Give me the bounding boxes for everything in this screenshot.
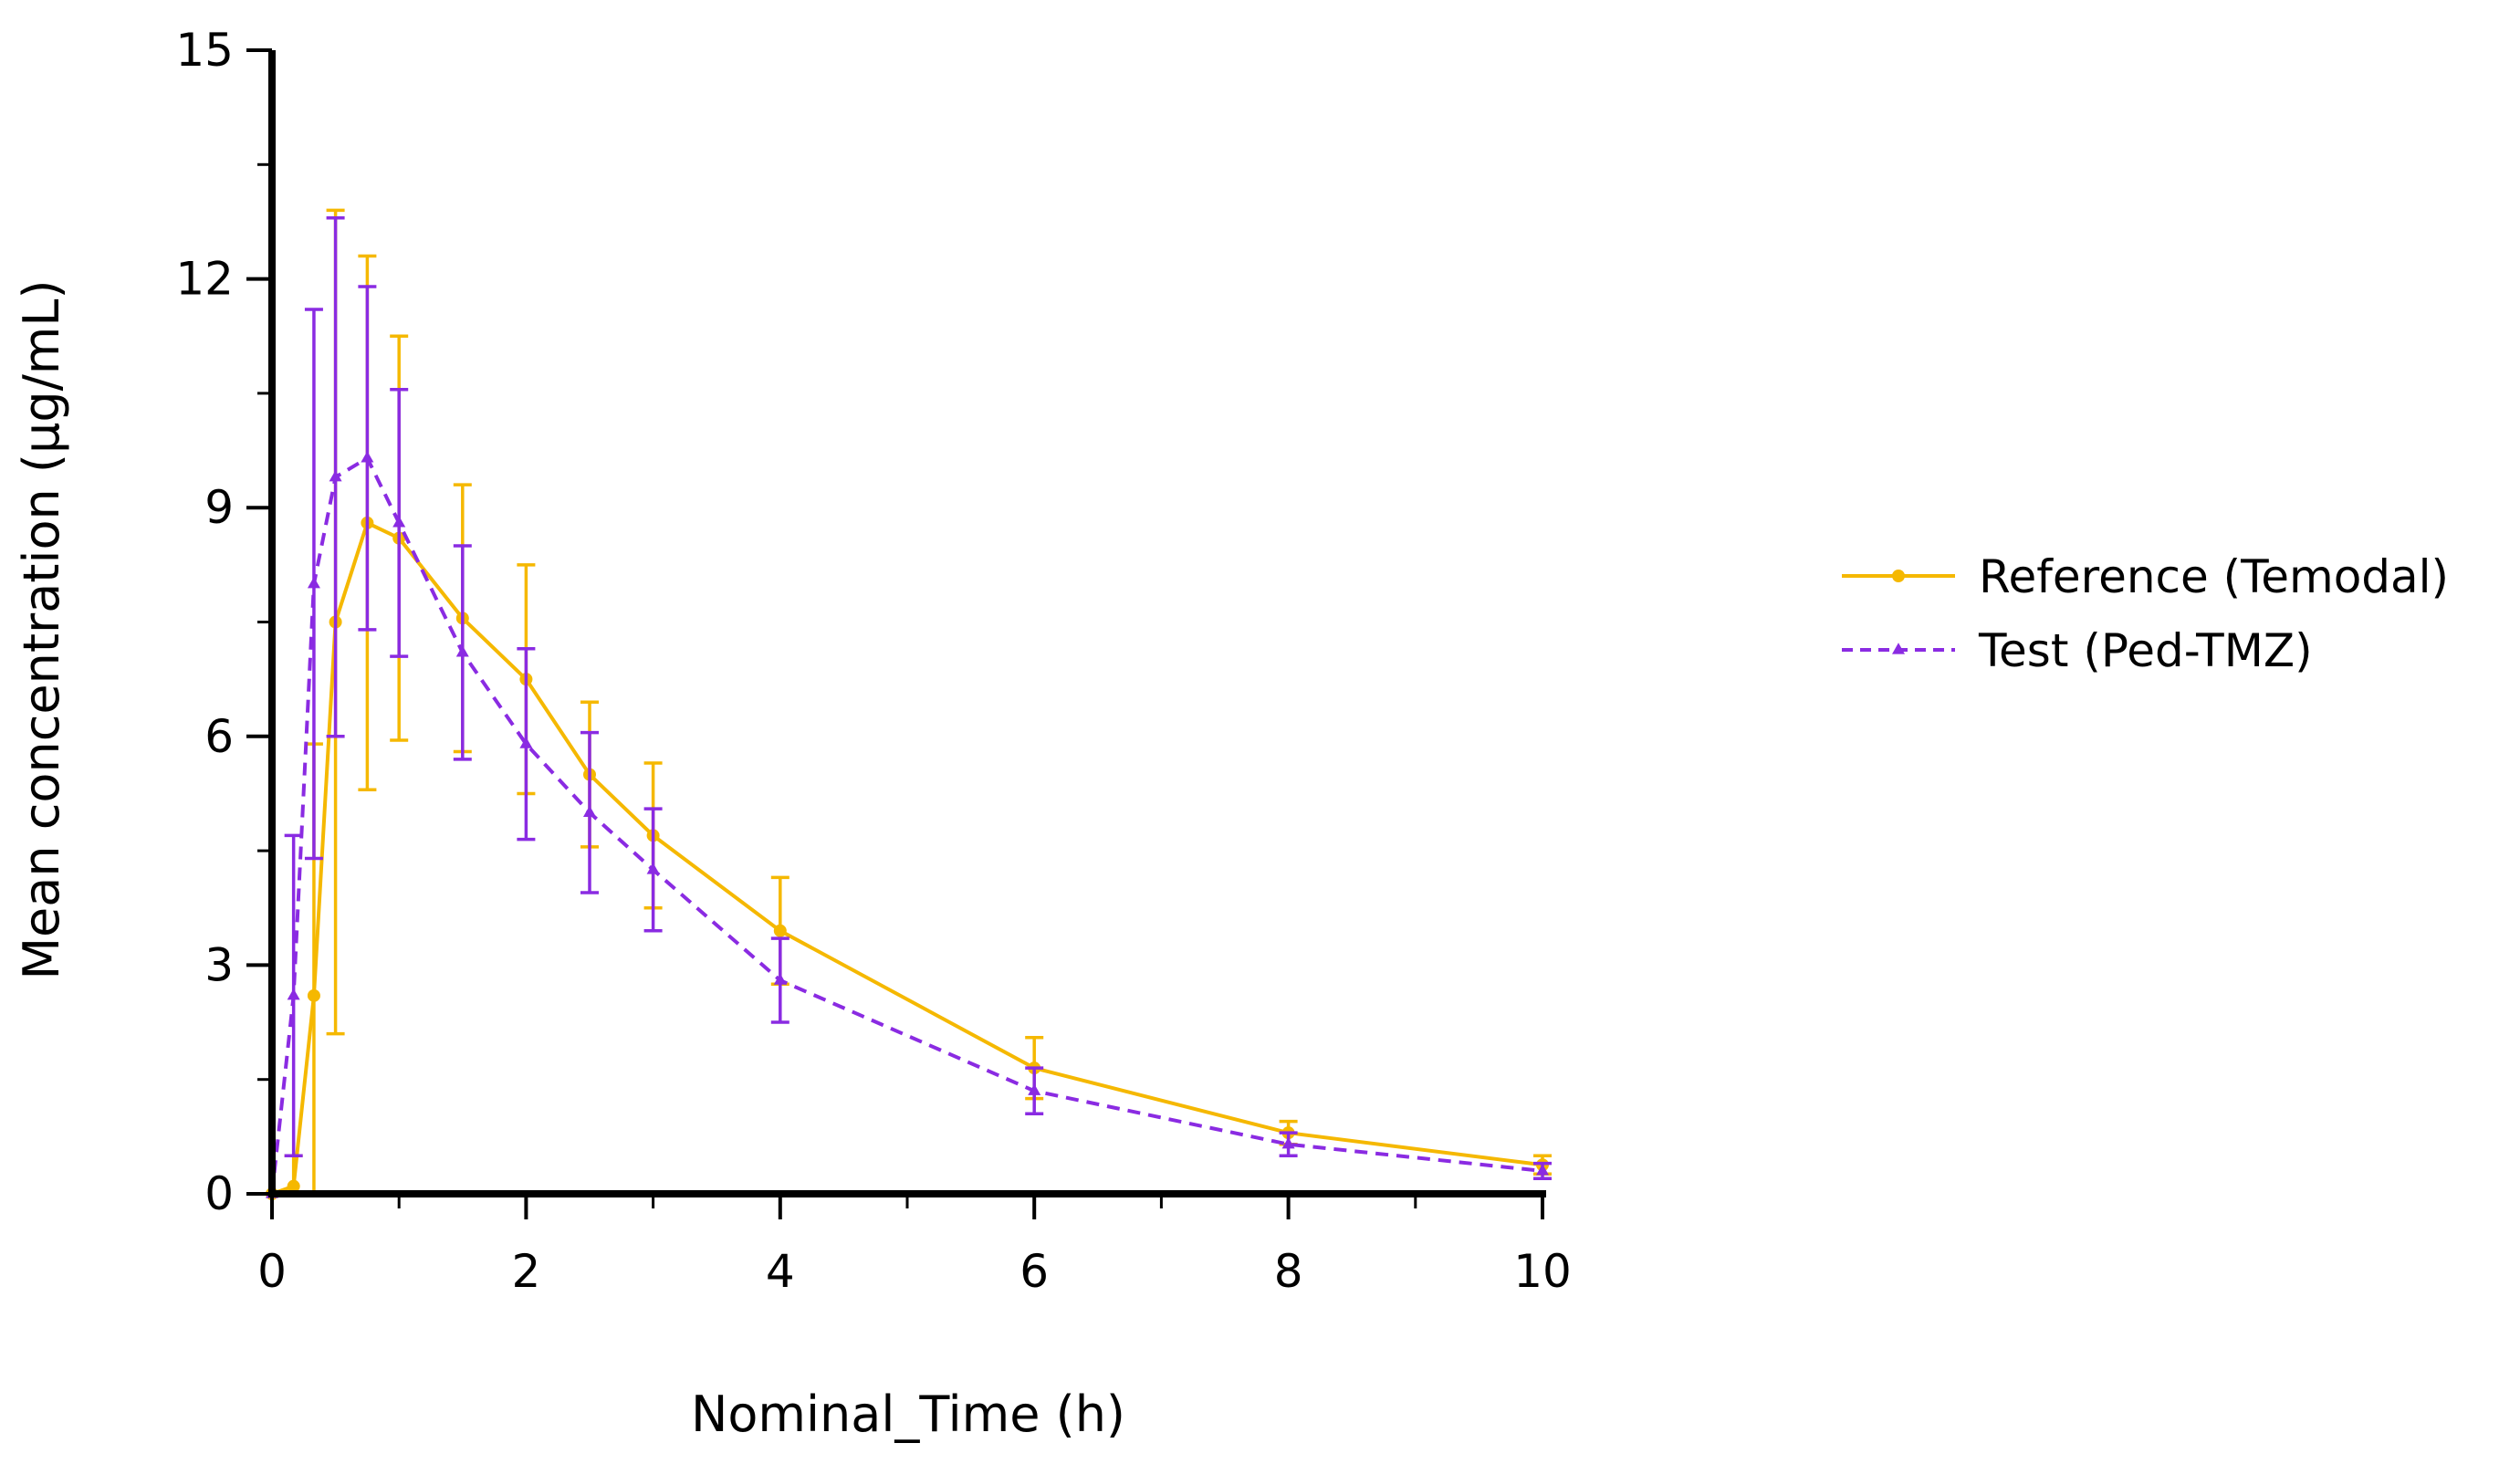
legend-marker — [1892, 570, 1905, 582]
series-line — [271, 520, 1543, 1196]
data-point — [392, 516, 406, 528]
legend-marker — [1892, 643, 1905, 654]
y-tick-label: 12 — [175, 253, 234, 306]
data-point — [773, 924, 787, 937]
data-point — [307, 988, 320, 1002]
data-point — [361, 451, 374, 463]
data-point — [519, 737, 533, 748]
data-point — [773, 973, 787, 985]
x-tick-label: 0 — [257, 1245, 287, 1298]
legend-label: Test (Ped-TMZ) — [1978, 624, 2313, 677]
plot-area — [266, 208, 1552, 1200]
data-point — [287, 988, 300, 1000]
data-point — [1281, 1137, 1295, 1149]
series-2 — [266, 216, 1552, 1198]
data-point — [1536, 1164, 1549, 1176]
y-tick-label: 0 — [204, 1167, 234, 1220]
x-axis-title: Nominal_Time (h) — [691, 1386, 1125, 1443]
x-tick-label: 4 — [766, 1245, 795, 1298]
series-1 — [266, 208, 1552, 1200]
y-axis-title: Mean concentration (μg/mL) — [13, 279, 70, 979]
x-tick-label: 6 — [1020, 1245, 1049, 1298]
series-line — [270, 455, 1543, 1195]
data-point — [287, 1179, 300, 1193]
axes: 0 3 6 9 12 15 0 2 4 6 8 10 — [175, 24, 1571, 1298]
data-point — [1028, 1083, 1041, 1095]
y-tick-label: 3 — [204, 938, 234, 991]
data-point — [329, 470, 342, 482]
legend-label: Reference (Temodal) — [1979, 550, 2449, 603]
data-point — [583, 805, 596, 817]
data-point — [646, 863, 660, 874]
y-tick-label: 15 — [175, 24, 234, 77]
x-tick-label: 10 — [1513, 1245, 1572, 1298]
x-tick-label: 8 — [1274, 1245, 1303, 1298]
data-point — [307, 577, 320, 589]
data-point — [455, 645, 469, 657]
legend: Reference (Temodal) Test (Ped-TMZ) — [1842, 550, 2449, 677]
y-tick-label: 9 — [204, 481, 234, 534]
y-tick-label: 6 — [204, 710, 234, 763]
x-tick-label: 2 — [511, 1245, 540, 1298]
